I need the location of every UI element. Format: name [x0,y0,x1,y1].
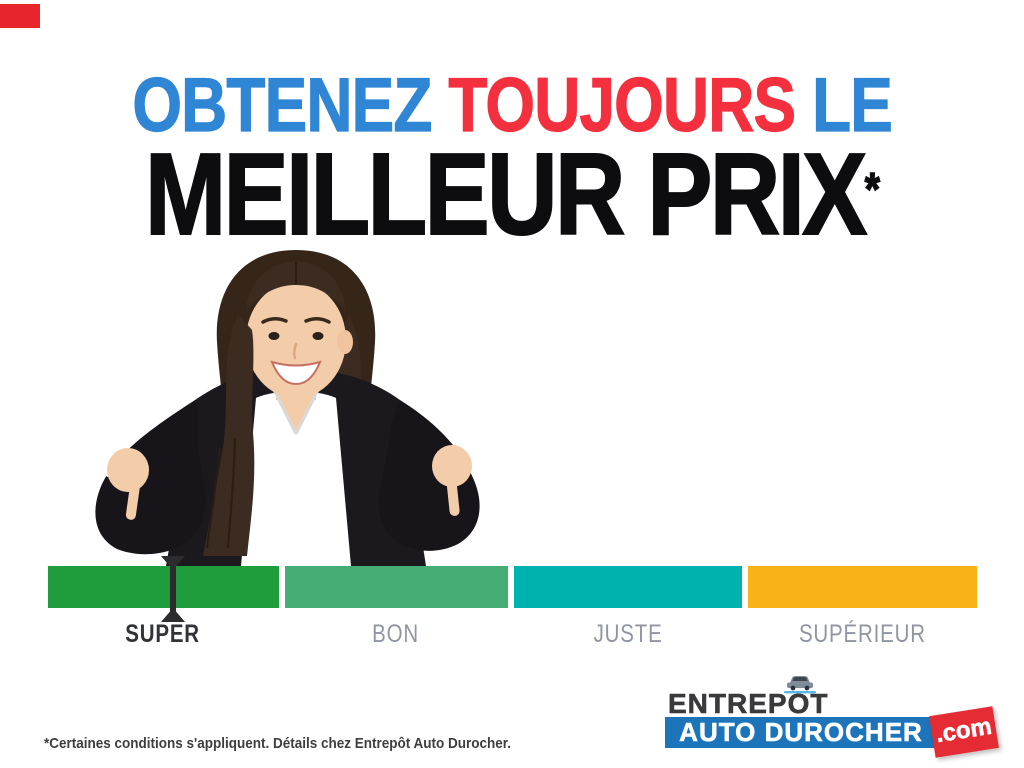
spokeswoman-image [95,250,481,566]
hand-right [432,445,472,487]
car-icon [784,676,816,694]
disclaimer: *Certaines conditions s'appliquent. Déta… [44,735,563,752]
hair-front [246,261,346,312]
logo-entrepot-text: ENTREPOT [668,688,829,719]
headline-meilleur-prix: MEILLEUR PRIX [144,129,868,259]
gauge-label-super-text: SUPER [125,620,201,648]
headline-word-le: LE [811,63,893,148]
gauge-label-superieur-text: SUPÉRIEUR [798,620,926,648]
asterisk-mark: * [864,163,880,216]
finger-left [125,480,141,520]
corner-flag [0,4,40,28]
logo-auto-durocher-bar: AUTO DUROCHER [665,717,937,748]
headline-line2: MEILLEUR PRIX* [0,135,1024,253]
sleeve-left [95,400,206,555]
collar-skin [274,390,318,434]
face [246,282,346,398]
finger-right [446,476,460,516]
gauge-segment-bon [285,566,508,608]
hair-strands [206,437,236,549]
gauge-segment-super [48,566,279,608]
hand-left [107,448,149,492]
eyebrows [261,317,331,324]
ponytail [203,314,255,556]
gauge-label-bon-text: BON [372,620,420,648]
headline-word-obtenez: OBTENEZ [132,63,449,148]
gauge-label-superieur: SUPÉRIEUR [742,619,982,649]
collar-lines [272,389,320,435]
logo-dot-com-badge: .com [929,706,999,758]
logo-dot-com-text: .com [933,712,994,749]
gauge-marker-bottom [161,608,185,622]
ear-right [337,330,353,354]
gauge-marker [170,557,176,621]
eye-left [268,332,280,340]
gauge-segment-superieur [748,566,977,608]
shirt [241,391,351,566]
gauge-label-juste: JUSTE [508,619,748,649]
gauge-segment-juste [514,566,742,608]
gauge-label-juste-text: JUSTE [593,620,663,648]
eye-right [312,332,324,340]
logo-auto-durocher-text: AUTO DUROCHER [679,717,923,748]
disclaimer-text: *Certaines conditions s'appliquent. Déta… [44,735,512,752]
headline-line1: OBTENEZ TOUJOURS LE [0,67,1024,144]
gauge-label-bon: BON [276,619,516,649]
smile [270,360,322,386]
headline-word-toujours: TOUJOURS [448,63,812,148]
gauge-label-super: SUPER [43,619,283,649]
nose [292,342,298,360]
